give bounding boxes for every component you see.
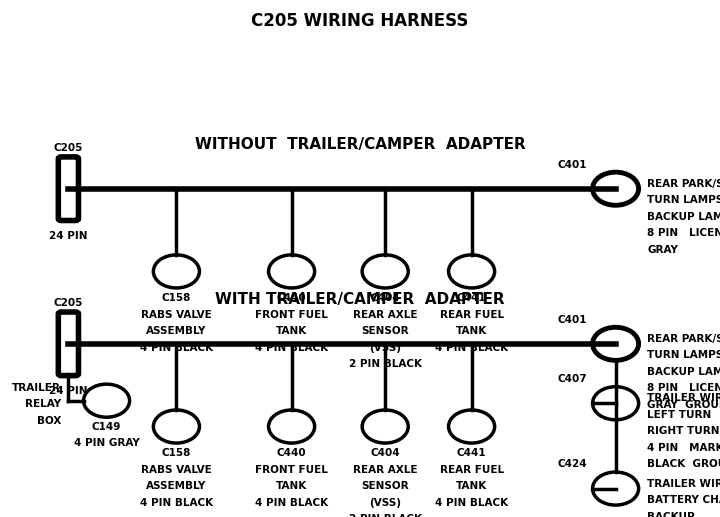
Text: (VSS): (VSS) <box>369 498 401 508</box>
Text: BACKUP LAMPS: BACKUP LAMPS <box>647 212 720 222</box>
Text: BLACK  GROUND: BLACK GROUND <box>647 460 720 469</box>
Text: 24 PIN: 24 PIN <box>49 387 88 397</box>
Text: C440: C440 <box>276 448 307 458</box>
Text: 4 PIN GRAY: 4 PIN GRAY <box>73 438 140 448</box>
Text: RIGHT TURN: RIGHT TURN <box>647 427 720 436</box>
Text: TURN LAMPS: TURN LAMPS <box>647 351 720 360</box>
Text: TRAILER WIRES: TRAILER WIRES <box>647 479 720 489</box>
Text: C401: C401 <box>557 160 587 170</box>
Text: REAR PARK/STOP: REAR PARK/STOP <box>647 179 720 189</box>
Text: FRONT FUEL: FRONT FUEL <box>255 465 328 475</box>
Text: REAR AXLE: REAR AXLE <box>353 310 418 320</box>
Text: 4 PIN BLACK: 4 PIN BLACK <box>435 343 508 353</box>
Text: 4 PIN BLACK: 4 PIN BLACK <box>435 498 508 508</box>
Text: 4 PIN BLACK: 4 PIN BLACK <box>140 498 213 508</box>
Text: C401: C401 <box>557 315 587 325</box>
Text: 4 PIN BLACK: 4 PIN BLACK <box>140 343 213 353</box>
Text: C441: C441 <box>456 448 487 458</box>
Text: 4 PIN   MARKER: 4 PIN MARKER <box>647 443 720 453</box>
Text: FRONT FUEL: FRONT FUEL <box>255 310 328 320</box>
Text: ASSEMBLY: ASSEMBLY <box>146 326 207 336</box>
Text: (VSS): (VSS) <box>369 343 401 353</box>
Text: C158: C158 <box>162 293 191 303</box>
Text: WITHOUT  TRAILER/CAMPER  ADAPTER: WITHOUT TRAILER/CAMPER ADAPTER <box>194 137 526 153</box>
Text: LEFT TURN: LEFT TURN <box>647 410 711 420</box>
Text: WITH TRAILER/CAMPER  ADAPTER: WITH TRAILER/CAMPER ADAPTER <box>215 292 505 308</box>
Text: C149: C149 <box>92 422 121 432</box>
Text: REAR FUEL: REAR FUEL <box>439 310 504 320</box>
Text: BATTERY CHARGE: BATTERY CHARGE <box>647 495 720 505</box>
Text: TRAILER WIRES: TRAILER WIRES <box>647 393 720 403</box>
Text: TANK: TANK <box>456 481 487 491</box>
Text: TRAILER: TRAILER <box>12 383 61 393</box>
Text: SENSOR: SENSOR <box>361 481 409 491</box>
Text: C404: C404 <box>370 448 400 458</box>
Text: RABS VALVE: RABS VALVE <box>141 310 212 320</box>
Text: BACKUP: BACKUP <box>647 512 695 517</box>
Text: C205: C205 <box>54 143 83 153</box>
Text: BOX: BOX <box>37 416 61 426</box>
Text: REAR FUEL: REAR FUEL <box>439 465 504 475</box>
Text: 4 PIN BLACK: 4 PIN BLACK <box>255 343 328 353</box>
Text: SENSOR: SENSOR <box>361 326 409 336</box>
Text: GRAY: GRAY <box>647 245 678 255</box>
Text: C407: C407 <box>557 374 587 384</box>
Text: GRAY  GROUND: GRAY GROUND <box>647 400 720 410</box>
Text: 2 PIN BLACK: 2 PIN BLACK <box>348 514 422 517</box>
Text: C404: C404 <box>370 293 400 303</box>
Text: TANK: TANK <box>276 326 307 336</box>
Text: REAR PARK/STOP: REAR PARK/STOP <box>647 334 720 344</box>
Text: REAR AXLE: REAR AXLE <box>353 465 418 475</box>
Text: TANK: TANK <box>276 481 307 491</box>
Text: 2 PIN BLACK: 2 PIN BLACK <box>348 359 422 369</box>
Text: 4 PIN BLACK: 4 PIN BLACK <box>255 498 328 508</box>
Text: RABS VALVE: RABS VALVE <box>141 465 212 475</box>
Text: RELAY: RELAY <box>25 399 61 409</box>
Text: 8 PIN   LICENSE LAMPS: 8 PIN LICENSE LAMPS <box>647 384 720 393</box>
Text: C205: C205 <box>54 298 83 308</box>
Text: 8 PIN   LICENSE LAMPS: 8 PIN LICENSE LAMPS <box>647 229 720 238</box>
Text: TURN LAMPS: TURN LAMPS <box>647 195 720 205</box>
Text: C440: C440 <box>276 293 307 303</box>
Text: ASSEMBLY: ASSEMBLY <box>146 481 207 491</box>
Text: 24 PIN: 24 PIN <box>49 232 88 241</box>
Text: BACKUP LAMPS: BACKUP LAMPS <box>647 367 720 377</box>
Text: C205 WIRING HARNESS: C205 WIRING HARNESS <box>251 12 469 29</box>
Text: C441: C441 <box>456 293 487 303</box>
Text: TANK: TANK <box>456 326 487 336</box>
Text: C424: C424 <box>557 460 587 469</box>
Text: C158: C158 <box>162 448 191 458</box>
